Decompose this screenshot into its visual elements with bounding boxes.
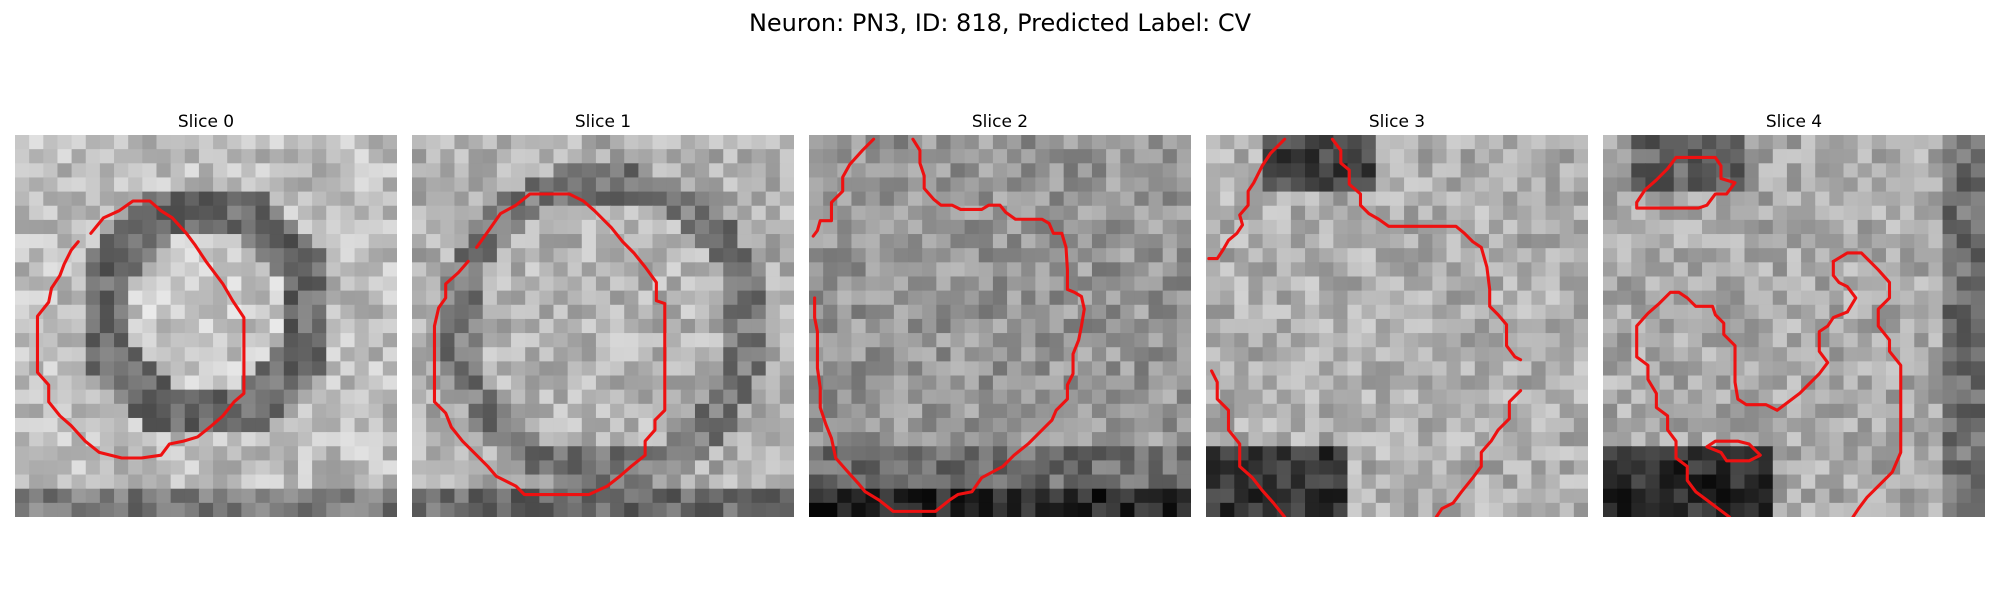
slice-image bbox=[1206, 135, 1588, 517]
slice-image bbox=[1603, 135, 1985, 517]
slice-image bbox=[412, 135, 794, 517]
contour-line bbox=[1705, 439, 1762, 463]
contour-overlay bbox=[811, 137, 1086, 513]
slice-panel: Slice 1 bbox=[412, 112, 794, 517]
contour-line bbox=[1210, 369, 1287, 517]
panel-title: Slice 2 bbox=[971, 112, 1029, 132]
grayscale-pixels bbox=[15, 135, 397, 517]
grayscale-pixels bbox=[412, 135, 794, 517]
contour-line bbox=[1635, 155, 1737, 210]
contour-line bbox=[35, 199, 246, 460]
contour-line bbox=[1635, 290, 1849, 517]
slice-panel: Slice 4 bbox=[1603, 112, 1985, 517]
slice-panel: Slice 2 bbox=[809, 112, 1191, 517]
figure-title: Neuron: PN3, ID: 818, Predicted Label: C… bbox=[748, 9, 1252, 37]
grayscale-pixels bbox=[1206, 135, 1588, 517]
contour-overlay bbox=[1635, 155, 1903, 517]
grayscale-pixels bbox=[809, 135, 1191, 517]
contour-line bbox=[1434, 389, 1523, 517]
slice-image bbox=[809, 135, 1191, 517]
contour-overlay bbox=[1207, 137, 1523, 517]
contour-line bbox=[432, 192, 667, 497]
contour-line bbox=[811, 137, 876, 238]
contour-line bbox=[1831, 251, 1903, 517]
contour-line bbox=[1831, 259, 1858, 314]
panel-title: Slice 4 bbox=[1765, 112, 1823, 132]
grayscale-pixels bbox=[1603, 135, 1985, 517]
panel-title: Slice 1 bbox=[574, 112, 632, 132]
contour-overlay bbox=[35, 199, 246, 460]
slice-panel: Slice 0 bbox=[15, 112, 397, 517]
contour-line bbox=[813, 137, 1086, 513]
slice-panel: Slice 3 bbox=[1206, 112, 1588, 517]
slice-image bbox=[15, 135, 397, 517]
panel-title: Slice 3 bbox=[1368, 112, 1426, 132]
contour-overlay bbox=[432, 192, 667, 497]
panel-title: Slice 0 bbox=[177, 112, 235, 132]
contour-line bbox=[1207, 137, 1287, 261]
contour-line bbox=[1330, 137, 1523, 362]
